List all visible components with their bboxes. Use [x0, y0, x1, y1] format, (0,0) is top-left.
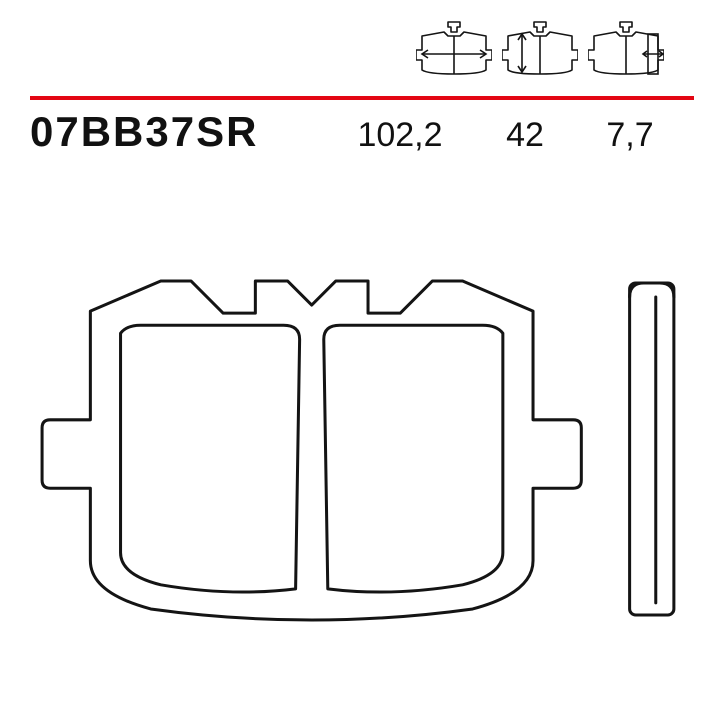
dim-thickness: 7,7: [580, 116, 680, 155]
main-drawing: [30, 220, 694, 684]
dimension-icon-row: [416, 20, 664, 76]
spec-row: 07BB37SR 102,2 42 7,7: [30, 108, 694, 156]
dim-height: 42: [470, 116, 580, 155]
red-divider: [30, 96, 694, 100]
page: 07BB37SR 102,2 42 7,7: [0, 0, 724, 724]
dim-width: 102,2: [330, 116, 470, 155]
thickness-view-icon: [588, 20, 664, 76]
side-view: [630, 283, 674, 615]
width-view-icon: [416, 20, 492, 76]
height-view-icon: [502, 20, 578, 76]
front-view: [42, 281, 581, 620]
part-number: 07BB37SR: [30, 108, 330, 156]
